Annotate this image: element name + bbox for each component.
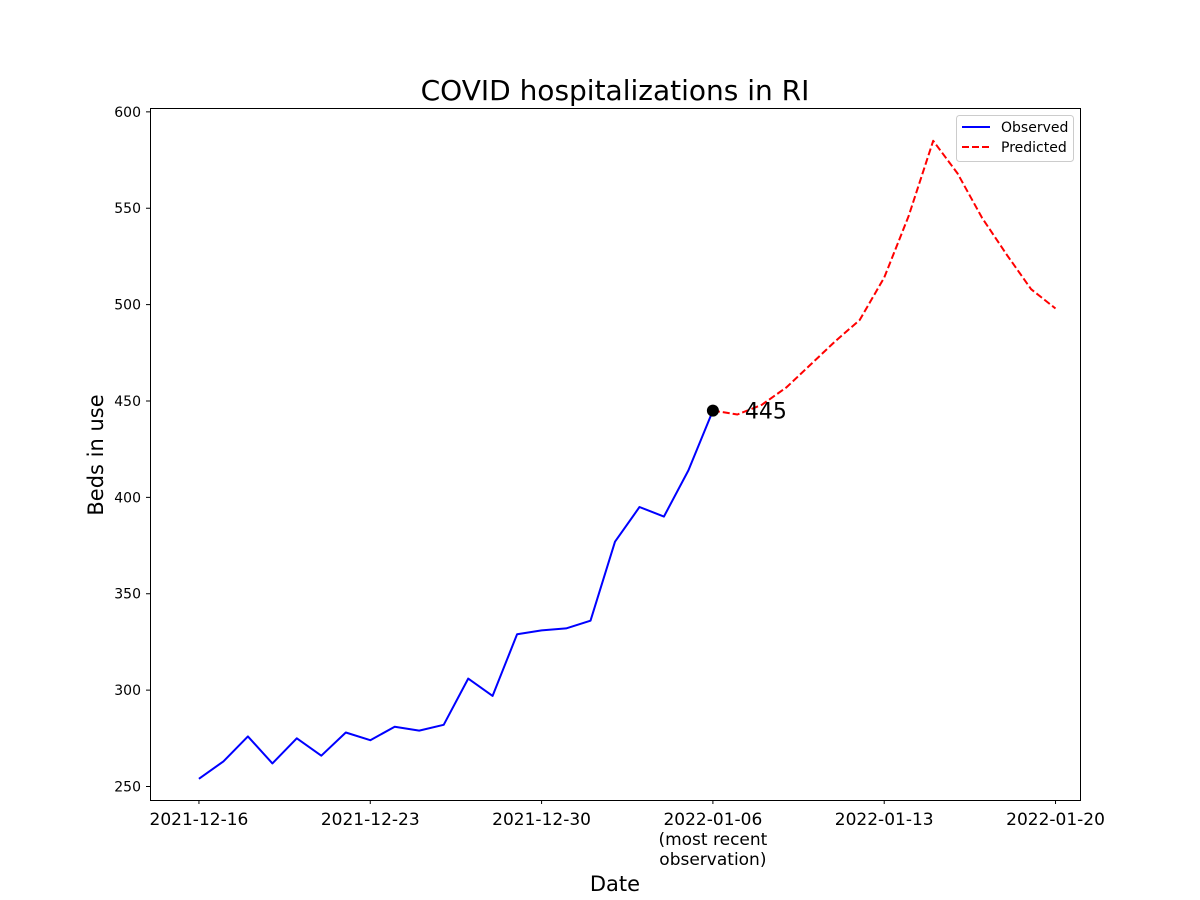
y-tick-label: 250 <box>114 780 141 796</box>
x-tick-label: 2022-01-06 <box>663 810 762 830</box>
x-tick-label: observation) <box>659 850 766 870</box>
y-tick-label: 400 <box>114 490 141 506</box>
x-axis: 2021-12-16 2021-12-23 2021-12-30 2022-01-06… <box>150 800 1105 870</box>
y-tick-label: 600 <box>114 105 141 121</box>
plot-area-frame <box>150 108 1081 801</box>
annotation-layer: 445 <box>706 400 787 425</box>
y-tick-label: 500 <box>114 298 141 314</box>
y-tick-label: 550 <box>114 201 141 217</box>
x-tick-label: 2021-12-30 <box>492 810 591 830</box>
x-tick-label: 2022-01-20 <box>1006 810 1105 830</box>
y-tick-label: 350 <box>114 587 141 603</box>
y-axis-label: Beds in use <box>84 394 108 515</box>
chart-title: COVID hospitalizations in RI <box>421 74 810 107</box>
y-tick-label: 300 <box>114 683 141 699</box>
series-line-observed <box>198 410 714 780</box>
legend: Observed Predicted <box>956 115 1074 162</box>
series-layer <box>198 139 1057 780</box>
x-axis-label: Date <box>590 872 640 896</box>
x-tick-label: (most recent <box>658 830 767 850</box>
y-tick-label: 450 <box>114 394 141 410</box>
legend-label-predicted: Predicted <box>1001 140 1067 156</box>
last-observation-marker <box>706 404 719 417</box>
x-tick-label: 2021-12-16 <box>150 810 249 830</box>
legend-label-observed: Observed <box>1001 120 1068 136</box>
x-tick-label: 2021-12-23 <box>321 810 420 830</box>
series-line-predicted <box>712 139 1057 416</box>
x-tick-label: 2022-01-13 <box>835 810 934 830</box>
last-observation-label: 445 <box>745 400 787 425</box>
y-axis: 250 300 350 400 450 500 550 600 <box>114 105 150 796</box>
